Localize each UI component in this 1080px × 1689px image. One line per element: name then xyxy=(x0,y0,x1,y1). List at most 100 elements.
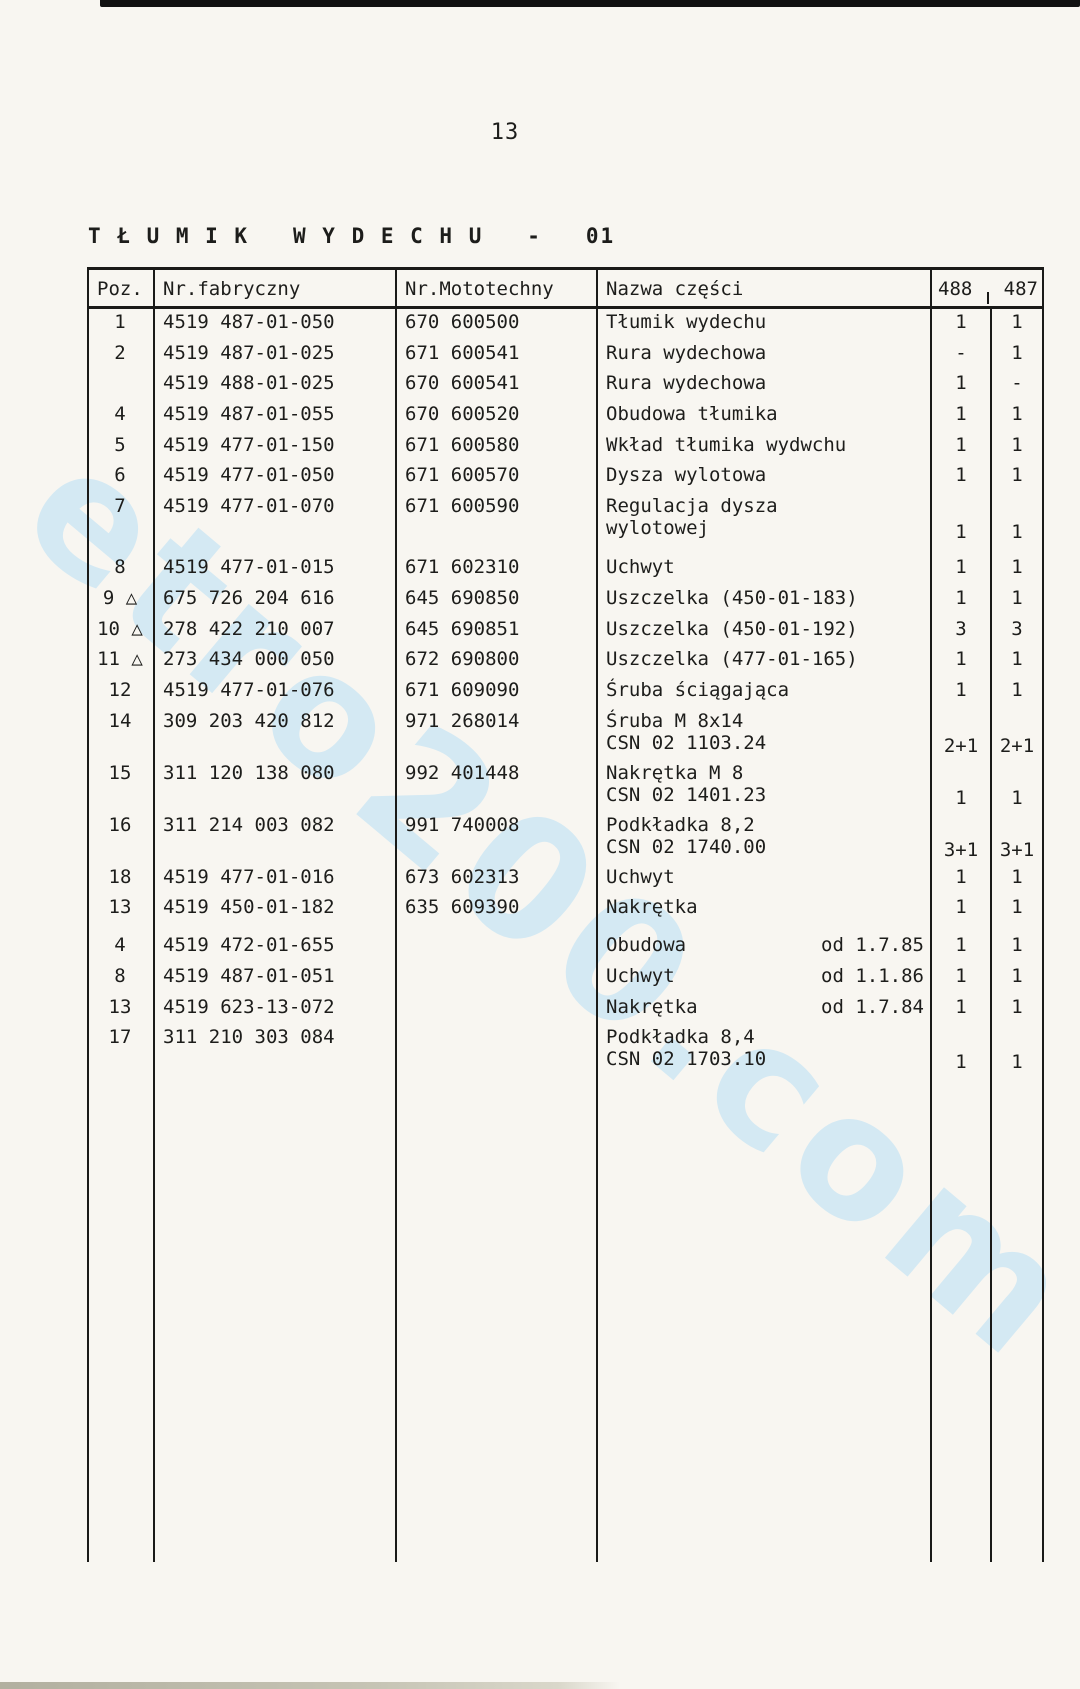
part-name: Śruba ściągająca xyxy=(606,678,790,701)
cell-nr-mototechny: 992 401448 xyxy=(397,759,598,812)
cell-nr-fabryczny: 311 120 138 080 xyxy=(155,759,397,812)
table-row: 1 4519 487-01-050 670 600500 Tłumik wyde… xyxy=(89,309,1044,340)
cell-nr-fabryczny: 311 210 303 084 xyxy=(155,1024,397,1077)
cell-qty-488: 1 xyxy=(932,676,992,708)
cell-nazwa-czesci: Śruba M 8x14 CSN 02 1103.24 xyxy=(598,707,932,760)
part-name: Tłumik wydechu xyxy=(606,311,767,333)
cell-qty-487: 1 xyxy=(992,401,1044,432)
document-title: T Ł U M I K W Y D E C H U - 01 xyxy=(88,224,616,248)
cell-poz xyxy=(89,370,155,402)
cell-qty-487: 1 xyxy=(992,676,1044,708)
table-row: 10 △ 278 422 210 007 645 690851 Uszczelk… xyxy=(89,615,1044,647)
cell-nr-mototechny: 670 600520 xyxy=(397,401,598,432)
cell-nr-fabryczny: 4519 487-01-051 xyxy=(155,962,397,994)
cell-poz: 15 xyxy=(89,759,155,812)
cell-qty-487: 3+1 xyxy=(992,811,1044,864)
table-row: 8 4519 477-01-015 671 602310 Uchwyt 1 1 xyxy=(89,554,1044,585)
header-poz: Poz. xyxy=(89,270,155,306)
cell-nazwa-czesci: Obudowa od 1.7.85 xyxy=(598,932,932,963)
table-row: 4 4519 487-01-055 670 600520 Obudowa tłu… xyxy=(89,401,1044,432)
part-name: Nakrętka xyxy=(606,995,698,1018)
poz-value: 13 xyxy=(108,896,132,919)
table-row: 4519 488-01-025 670 600541 Rura wydechow… xyxy=(89,370,1044,402)
cell-qty-488: 1 xyxy=(932,401,992,432)
poz-value: 2 xyxy=(114,341,126,364)
cell-poz: 6 xyxy=(89,462,155,494)
cell-qty-488: 1 xyxy=(932,584,992,616)
cell-nr-mototechny: 645 690851 xyxy=(397,615,598,647)
cell-poz: 12 xyxy=(89,676,155,708)
cell-poz: 11 △ xyxy=(89,646,155,677)
cell-nr-mototechny: 645 690850 xyxy=(397,584,598,616)
poz-value: 8 xyxy=(114,964,126,987)
table-header-row: Poz. Nr.fabryczny Nr.Mototechny Nazwa cz… xyxy=(89,270,1044,309)
part-name: Obudowa tłumika xyxy=(606,403,778,426)
cell-qty-488: 1 xyxy=(932,462,992,494)
cell-qty-487: 1 xyxy=(992,894,1044,933)
cell-qty-487: 1 xyxy=(992,646,1044,677)
cell-nazwa-czesci: Uchwyt xyxy=(598,863,932,895)
poz-value: 8 xyxy=(114,556,126,579)
part-name: Uszczelka (477-01-165) xyxy=(606,648,858,671)
empty-cell xyxy=(155,1076,397,1563)
cell-poz: 10 △ xyxy=(89,615,155,647)
cell-qty-487: 1 xyxy=(992,932,1044,963)
cell-nr-mototechny: 671 602310 xyxy=(397,554,598,585)
cell-nr-fabryczny: 675 726 204 616 xyxy=(155,584,397,616)
cell-nr-mototechny xyxy=(397,932,598,963)
cell-nr-fabryczny: 4519 477-01-070 xyxy=(155,493,397,555)
poz-value: 4 xyxy=(114,403,126,426)
cell-nr-fabryczny: 4519 477-01-015 xyxy=(155,554,397,585)
part-name: Rura wydechowa xyxy=(606,341,767,364)
part-name: Obudowa xyxy=(606,934,687,957)
empty-cell xyxy=(992,1076,1044,1563)
empty-cell xyxy=(598,1076,932,1563)
cell-poz: 7 xyxy=(89,493,155,555)
part-name: Rura wydechowa xyxy=(606,372,767,395)
cell-poz: 5 xyxy=(89,431,155,463)
part-name: Uszczelka (450-01-183) xyxy=(606,586,858,609)
cell-nazwa-czesci: Śruba ściągająca xyxy=(598,676,932,708)
cell-nr-mototechny: 672 690800 xyxy=(397,646,598,677)
cell-nr-fabryczny: 4519 477-01-050 xyxy=(155,462,397,494)
header-quantity-group: 488 487 xyxy=(932,270,1044,306)
table-row: 8 4519 487-01-051 Uchwyt od 1.1.86 1 1 xyxy=(89,962,1044,994)
cell-nr-mototechny: 670 600500 xyxy=(397,309,598,340)
poz-value: 15 xyxy=(108,761,132,784)
cell-nr-mototechny: 971 268014 xyxy=(397,707,598,760)
cell-nr-mototechny: 671 600541 xyxy=(397,339,598,371)
cell-nr-fabryczny: 4519 487-01-025 xyxy=(155,339,397,371)
cell-nr-mototechny: 671 600570 xyxy=(397,462,598,494)
parts-table: Poz. Nr.fabryczny Nr.Mototechny Nazwa cz… xyxy=(87,267,1044,1563)
table-row: 17 311 210 303 084 Podkładka 8,4 CSN 02 … xyxy=(89,1024,1044,1077)
empty-cell xyxy=(397,1076,598,1563)
part-name-line2: CSN 02 1401.23 xyxy=(606,783,767,806)
cell-nazwa-czesci: Uszczelka (450-01-183) xyxy=(598,584,932,616)
cell-qty-488: 3+1 xyxy=(932,811,992,864)
header-nr-mototechny: Nr.Mototechny xyxy=(397,270,598,306)
table-row: 5 4519 477-01-150 671 600580 Wkład tłumi… xyxy=(89,431,1044,463)
cell-qty-487: 1 xyxy=(992,1024,1044,1077)
cell-qty-487: 1 xyxy=(992,554,1044,585)
cell-nr-mototechny: 635 609390 xyxy=(397,894,598,933)
header-nr-fabryczny: Nr.fabryczny xyxy=(155,270,397,306)
cell-poz: 8 xyxy=(89,554,155,585)
poz-value: 16 xyxy=(108,813,132,836)
cell-poz: 1 xyxy=(89,309,155,340)
cell-qty-488: 1 xyxy=(932,863,992,895)
cell-nazwa-czesci: Nakrętka xyxy=(598,894,932,933)
header-quantity-divider-tick xyxy=(987,292,989,304)
cell-nr-fabryczny: 278 422 210 007 xyxy=(155,615,397,647)
cell-qty-488: 1 xyxy=(932,431,992,463)
part-name: Podkładka 8,2 xyxy=(606,813,755,836)
cell-qty-487: 1 xyxy=(992,462,1044,494)
poz-value: 7 xyxy=(114,495,126,518)
cell-nr-mototechny: 671 609090 xyxy=(397,676,598,708)
cell-qty-487: 1 xyxy=(992,431,1044,463)
table-row: 14 309 203 420 812 971 268014 Śruba M 8x… xyxy=(89,707,1044,760)
table-row: 4 4519 472-01-655 Obudowa od 1.7.85 1 1 xyxy=(89,932,1044,963)
part-name: Nakrętka xyxy=(606,896,698,919)
part-name: Dysza wylotowa xyxy=(606,464,767,487)
table-body: 1 4519 487-01-050 670 600500 Tłumik wyde… xyxy=(89,309,1044,1077)
cell-qty-488: 1 xyxy=(932,759,992,812)
